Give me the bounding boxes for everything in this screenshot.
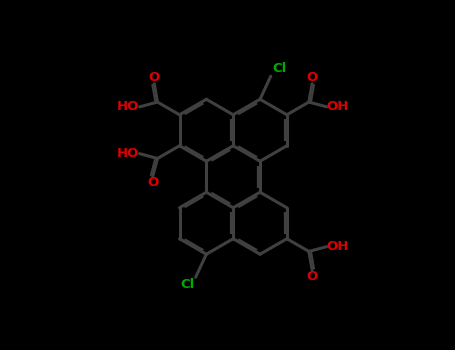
Text: HO: HO	[117, 147, 140, 160]
Text: OH: OH	[327, 240, 349, 253]
Text: O: O	[307, 270, 318, 283]
Text: O: O	[149, 71, 160, 84]
Text: O: O	[307, 71, 318, 84]
Text: Cl: Cl	[272, 62, 286, 76]
Text: Cl: Cl	[180, 278, 194, 291]
Text: OH: OH	[327, 100, 349, 113]
Text: O: O	[147, 176, 158, 189]
Text: HO: HO	[117, 100, 140, 113]
